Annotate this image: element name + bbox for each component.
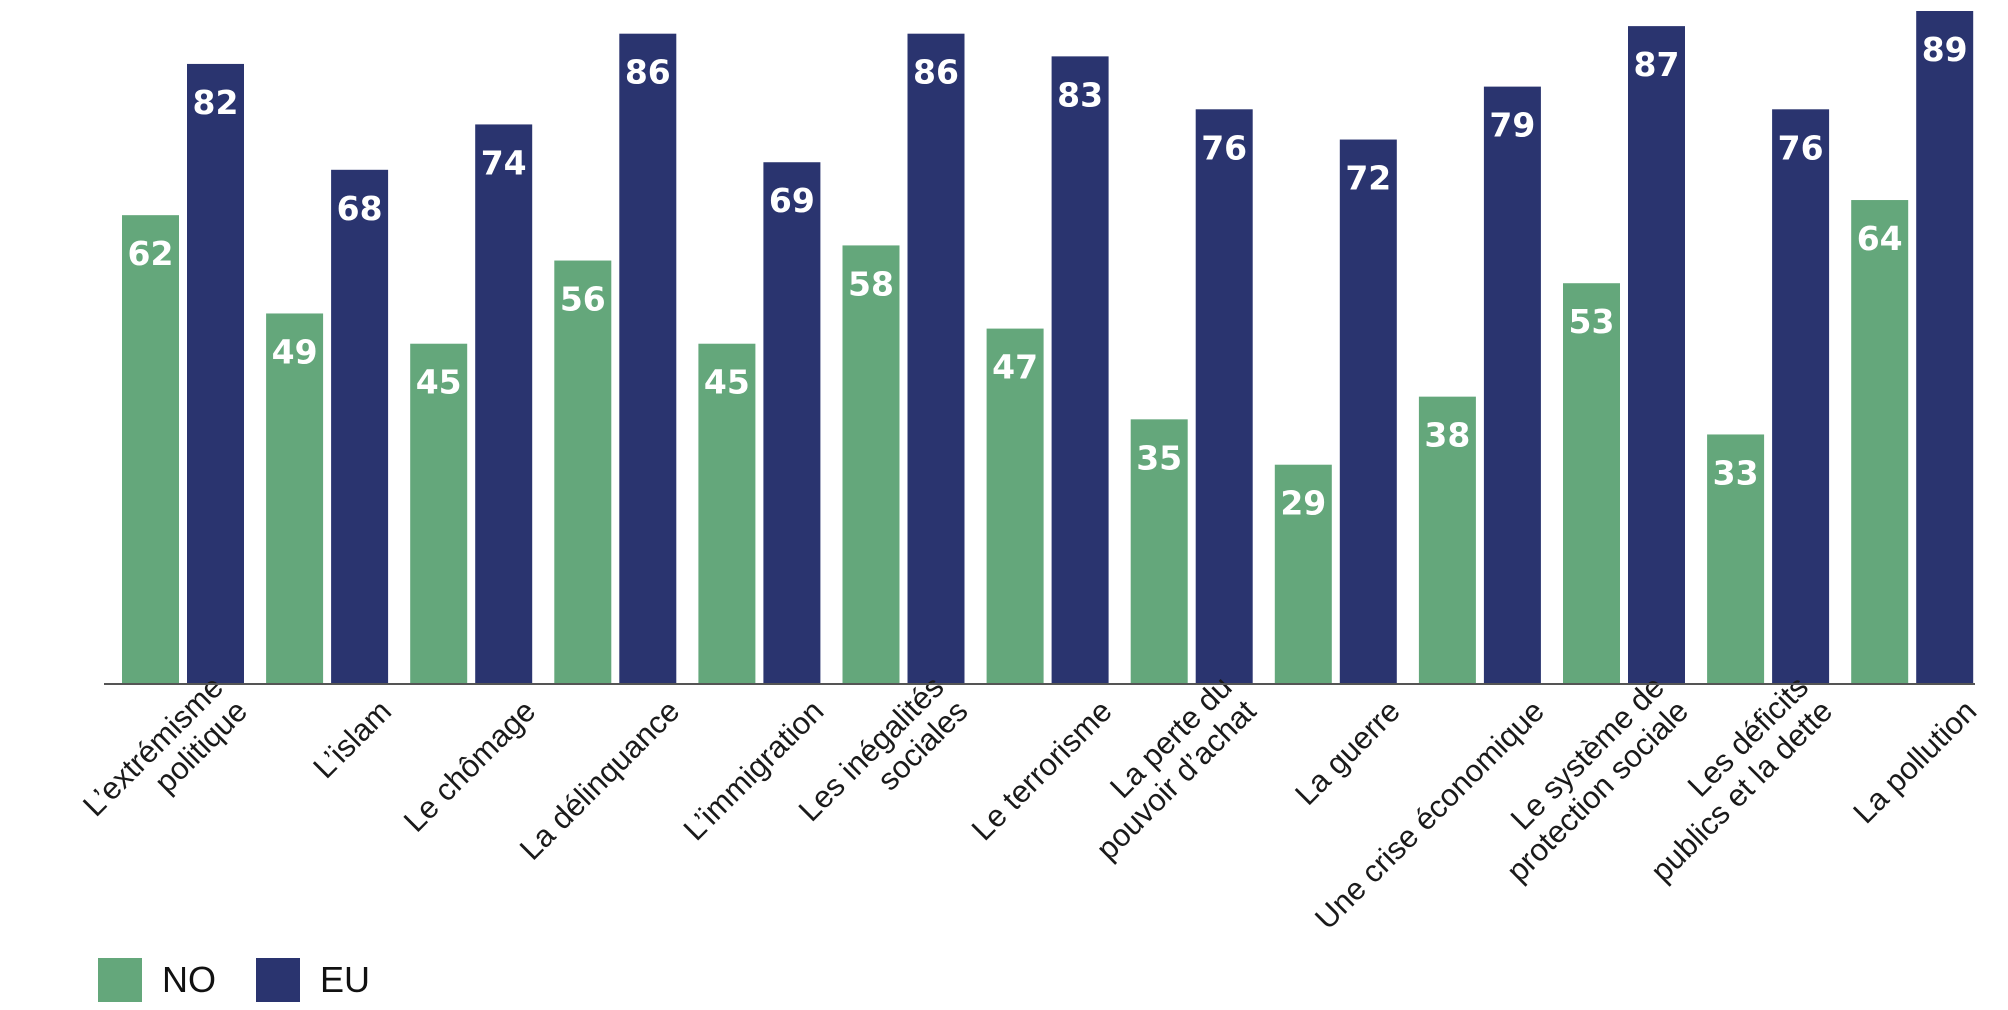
data-label-eu-11: 76	[1778, 128, 1824, 167]
data-label-eu-12: 89	[1922, 30, 1968, 69]
data-label-eu-9: 79	[1489, 106, 1535, 145]
bar-no-9	[1418, 396, 1476, 684]
bar-eu-11	[1772, 109, 1830, 685]
bar-no-2	[410, 343, 468, 684]
bar-eu-0	[187, 63, 244, 685]
bar-no-6	[986, 328, 1044, 684]
bar-eu-10	[1628, 26, 1685, 684]
data-label-eu-6: 83	[1057, 75, 1103, 114]
bar-no-12	[1851, 200, 1909, 685]
bar-eu-6	[1051, 56, 1109, 684]
data-label-eu-1: 68	[337, 189, 383, 228]
bar-eu-2	[475, 124, 533, 685]
data-label-no-12: 64	[1857, 219, 1903, 258]
data-label-no-6: 47	[992, 348, 1038, 387]
data-label-no-3: 56	[560, 280, 606, 319]
bar-no-3	[554, 260, 612, 684]
legend-label-no: NO	[162, 959, 216, 1000]
bar-no-4	[698, 343, 756, 684]
data-label-eu-5: 86	[913, 53, 959, 92]
legend-label-eu: EU	[320, 959, 371, 1000]
bar-eu-9	[1483, 86, 1541, 684]
svg-text:La guerre: La guerre	[1288, 693, 1407, 812]
data-label-no-5: 58	[848, 264, 894, 303]
grouped-bar-chart: 62 82 L’extrémismepolitique 49 68 L’islam 45 74…	[76, 11, 1983, 936]
data-label-no-9: 38	[1424, 416, 1470, 455]
svg-text:L’extrémismepolitique: L’extrémismepolitique	[76, 669, 254, 847]
category-label-0: L’extrémismepolitique	[76, 669, 254, 847]
bar-no-11	[1707, 434, 1765, 684]
data-label-eu-7: 76	[1201, 128, 1247, 167]
legend-swatch-eu	[256, 958, 300, 1002]
data-label-eu-0: 82	[193, 83, 239, 122]
category-label-4: L’immigration	[677, 693, 831, 847]
category-label-1: L’islam	[306, 693, 398, 785]
category-label-2: Le chômage	[397, 693, 542, 838]
data-label-eu-4: 69	[769, 181, 815, 220]
category-label-12: La pollution	[1846, 693, 1983, 830]
data-label-no-7: 35	[1136, 438, 1182, 477]
data-label-eu-10: 87	[1634, 45, 1680, 84]
category-label-5: Les inégalitéssociales	[792, 669, 975, 852]
bar-no-8	[1274, 464, 1332, 684]
svg-text:Les inégalitéssociales: Les inégalitéssociales	[792, 669, 975, 852]
bar-eu-5	[907, 33, 965, 684]
svg-text:L’islam: L’islam	[306, 693, 398, 785]
bar-eu-4	[763, 162, 821, 684]
data-label-no-2: 45	[416, 363, 462, 402]
data-label-no-4: 45	[704, 363, 750, 402]
bar-no-1	[266, 313, 324, 684]
data-label-eu-3: 86	[625, 53, 671, 92]
data-label-no-1: 49	[272, 332, 318, 371]
chart-legend: NO EU	[98, 958, 410, 1002]
legend-swatch-no	[98, 958, 142, 1002]
legend-item-eu: EU	[256, 958, 370, 1002]
data-label-no-10: 53	[1569, 302, 1615, 341]
bar-eu-12	[1916, 11, 1974, 684]
svg-text:Le chômage: Le chômage	[397, 693, 542, 838]
bar-no-10	[1563, 283, 1620, 684]
bar-eu-7	[1195, 109, 1253, 685]
bar-eu-1	[331, 169, 389, 685]
data-label-no-11: 33	[1713, 453, 1759, 492]
bar-no-5	[842, 245, 900, 685]
svg-text:La pollution: La pollution	[1846, 693, 1983, 830]
data-label-no-8: 29	[1280, 484, 1326, 523]
category-label-8: La guerre	[1288, 693, 1407, 812]
svg-text:Le terrorisme: Le terrorisme	[965, 693, 1119, 847]
data-label-eu-2: 74	[481, 143, 527, 182]
bar-no-0	[122, 215, 179, 685]
data-label-eu-8: 72	[1345, 159, 1391, 198]
bar-eu-8	[1339, 139, 1397, 685]
legend-item-no: NO	[98, 958, 216, 1002]
bar-eu-3	[619, 33, 677, 684]
data-label-no-0: 62	[128, 234, 174, 273]
category-label-6: Le terrorisme	[965, 693, 1119, 847]
bar-no-7	[1130, 419, 1188, 684]
svg-text:L’immigration: L’immigration	[677, 693, 831, 847]
